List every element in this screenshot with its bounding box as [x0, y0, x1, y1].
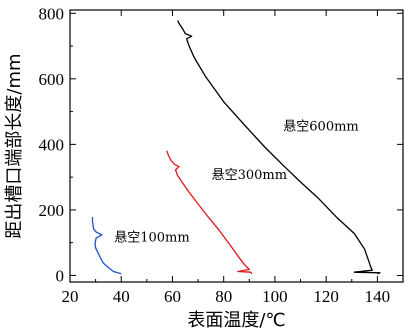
axes: [69, 9, 404, 283]
series-line: [166, 150, 253, 275]
series-label: 悬空100mm: [114, 230, 189, 245]
y-tick-label: 0: [56, 266, 65, 285]
y-tick-label: 800: [39, 4, 65, 23]
y-axis-title: 距出槽口端部长度/mm: [4, 53, 25, 238]
x-tick-label: 20: [62, 287, 79, 306]
series-group: [91, 20, 381, 275]
x-tick-label: 100: [262, 287, 288, 306]
x-tick-label: 40: [113, 287, 130, 306]
x-tick-label: 140: [365, 287, 391, 306]
series-label: 悬空600mm: [283, 119, 358, 134]
x-tick-label: 120: [313, 287, 339, 306]
x-tick-label: 60: [164, 287, 181, 306]
labels-group: 20 40 60 80 100 120 140 0 200 400 600 800 悬空100mm 悬空3…: [4, 4, 390, 331]
x-axis-title: 表面温度/℃: [187, 310, 285, 331]
y-tick-label: 600: [39, 70, 65, 89]
x-tick-label: 80: [215, 287, 232, 306]
y-tick-label: 400: [39, 135, 65, 154]
series-line: [91, 217, 122, 275]
y-tick-label: 200: [39, 201, 65, 220]
plot-frame: [69, 9, 404, 283]
series-line: [177, 20, 381, 275]
series-label: 悬空300mm: [212, 168, 287, 183]
